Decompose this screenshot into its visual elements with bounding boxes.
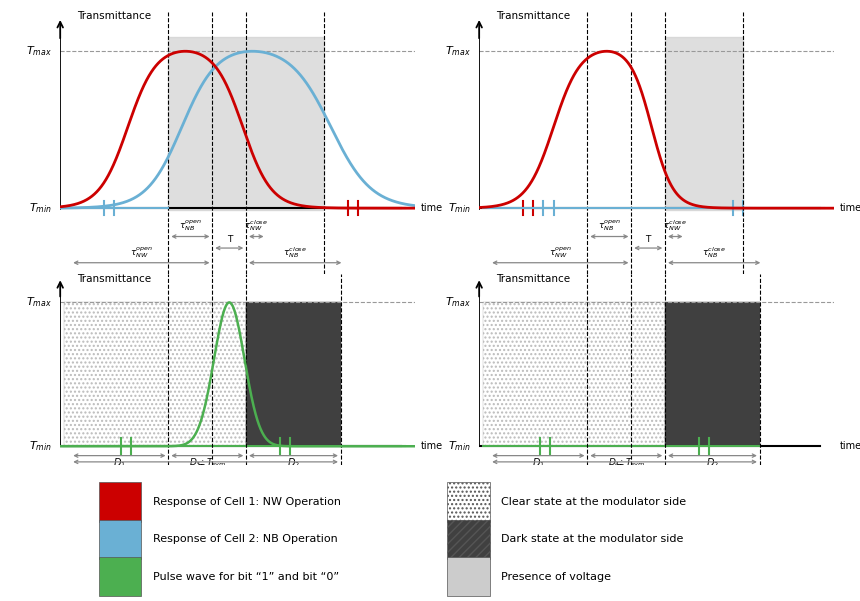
Text: Presence of voltage: Presence of voltage bbox=[501, 572, 611, 582]
Text: time: time bbox=[839, 441, 860, 451]
Bar bbox=[447, 483, 489, 522]
Text: $D_3$: $T_{sym}$: $D_3$: $T_{sym}$ bbox=[188, 456, 226, 469]
Text: T: T bbox=[646, 236, 651, 245]
Text: $\tau_{NB}^{open}$: $\tau_{NB}^{open}$ bbox=[179, 218, 202, 233]
Bar bbox=[99, 557, 141, 596]
Text: Response of Cell 2: NB Operation: Response of Cell 2: NB Operation bbox=[153, 534, 338, 545]
Text: $\tau_{NW}^{open}$: $\tau_{NW}^{open}$ bbox=[130, 245, 153, 260]
Text: $\tau_{NB}^{close}$: $\tau_{NB}^{close}$ bbox=[283, 245, 307, 260]
Text: (b) Pulse wave of bit “0”: (b) Pulse wave of bit “0” bbox=[580, 501, 733, 514]
Text: $D_2$: $D_2$ bbox=[706, 456, 719, 470]
Text: $T_{tot}$: $T_{tot}$ bbox=[197, 463, 214, 477]
Text: $T_{tot}$: $T_{tot}$ bbox=[616, 463, 633, 477]
Text: $D_4$: $T_{sym}$: $D_4$: $T_{sym}$ bbox=[607, 456, 645, 469]
Bar bbox=[99, 519, 141, 559]
Bar bbox=[447, 519, 489, 559]
Text: Clear state at the modulator side: Clear state at the modulator side bbox=[501, 497, 686, 507]
Text: $\tau_{NB}^{open}$: $\tau_{NB}^{open}$ bbox=[598, 218, 621, 233]
Bar bbox=[447, 557, 489, 596]
Text: $T_{min}$: $T_{min}$ bbox=[29, 439, 52, 453]
Text: time: time bbox=[839, 203, 860, 213]
Bar bbox=[99, 483, 141, 522]
Text: $D_1$: $D_1$ bbox=[531, 456, 545, 470]
Text: Response of Cell 1: NW Operation: Response of Cell 1: NW Operation bbox=[153, 497, 341, 507]
Text: time: time bbox=[421, 441, 442, 451]
Text: (a) Pulse wave of bit “1”: (a) Pulse wave of bit “1” bbox=[162, 501, 314, 514]
Text: $\tau_{NW}^{close}$: $\tau_{NW}^{close}$ bbox=[663, 218, 687, 233]
Text: time: time bbox=[421, 203, 442, 213]
Text: Transmittance: Transmittance bbox=[77, 273, 151, 284]
Text: $\tau_{NW}^{close}$: $\tau_{NW}^{close}$ bbox=[244, 218, 268, 233]
Bar bbox=[665, 37, 743, 210]
Text: $T_{max}$: $T_{max}$ bbox=[26, 44, 52, 58]
Text: $T_{min}$: $T_{min}$ bbox=[448, 439, 470, 453]
Text: $T_{max}$: $T_{max}$ bbox=[445, 296, 470, 310]
Text: $D_1$: $D_1$ bbox=[113, 456, 126, 470]
Text: $T_{max}$: $T_{max}$ bbox=[26, 296, 52, 310]
Text: Transmittance: Transmittance bbox=[77, 11, 151, 20]
Text: T: T bbox=[226, 236, 232, 245]
Text: $D_2$: $D_2$ bbox=[287, 456, 300, 470]
Text: $T_{max}$: $T_{max}$ bbox=[445, 44, 470, 58]
Bar bbox=[169, 37, 324, 210]
Text: $T_{min}$: $T_{min}$ bbox=[29, 201, 52, 215]
Text: Pulse wave for bit “1” and bit “0”: Pulse wave for bit “1” and bit “0” bbox=[153, 572, 339, 582]
Text: Transmittance: Transmittance bbox=[496, 11, 570, 20]
Text: $\tau_{NB}^{close}$: $\tau_{NB}^{close}$ bbox=[703, 245, 726, 260]
Text: $T_{min}$: $T_{min}$ bbox=[448, 201, 470, 215]
Text: $\tau_{NW}^{open}$: $\tau_{NW}^{open}$ bbox=[549, 245, 572, 260]
Text: Transmittance: Transmittance bbox=[496, 273, 570, 284]
Text: Dark state at the modulator side: Dark state at the modulator side bbox=[501, 534, 684, 545]
